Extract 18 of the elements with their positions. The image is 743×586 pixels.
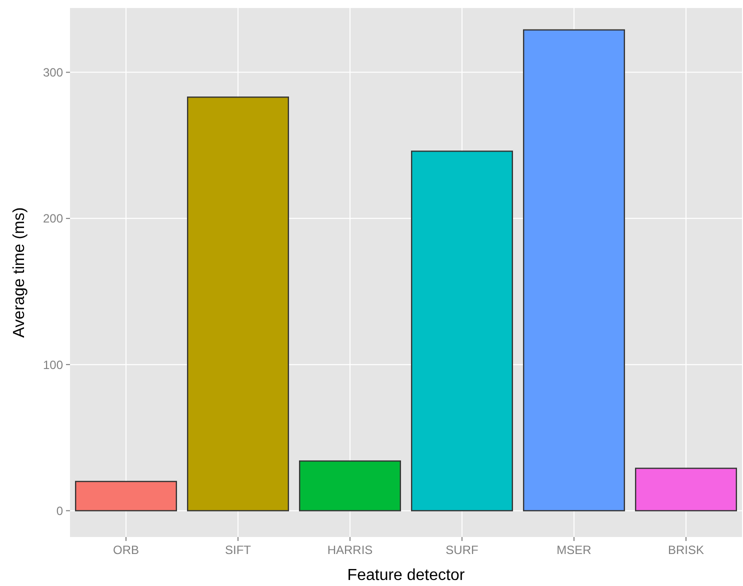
bar: [187, 96, 289, 512]
bar: [523, 29, 625, 512]
bar: [635, 468, 737, 512]
bar: [75, 480, 177, 512]
x-tick-label: MSER: [556, 543, 592, 557]
x-tick-label: SIFT: [225, 543, 252, 557]
y-axis-title: Average time (ms): [11, 207, 28, 338]
y-tick-label: 0: [56, 504, 64, 518]
x-tick-label: BRISK: [668, 543, 704, 557]
x-tick-label: ORB: [112, 543, 140, 557]
x-axis-title: Feature detector: [347, 567, 466, 584]
x-tick-label: HARRIS: [327, 543, 373, 557]
y-tick-label: 300: [42, 66, 64, 80]
y-tick-label: 100: [42, 358, 64, 372]
bar: [299, 460, 401, 512]
bar: [411, 150, 513, 512]
x-tick-label: SURF: [446, 543, 478, 557]
y-tick-label: 200: [42, 212, 64, 226]
